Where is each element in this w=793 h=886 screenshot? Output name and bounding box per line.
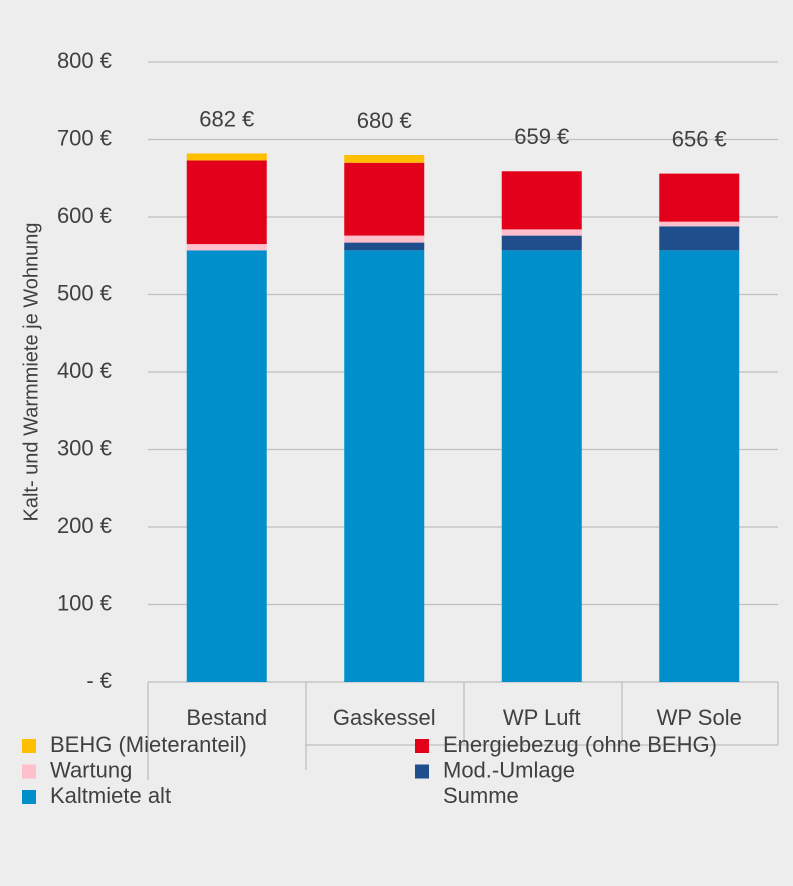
y-tick-label: 800 € bbox=[57, 48, 112, 73]
legend-swatch bbox=[22, 739, 36, 753]
bar-segment bbox=[501, 171, 582, 230]
y-tick-label: 300 € bbox=[57, 435, 112, 460]
total-label: 656 € bbox=[672, 126, 727, 151]
y-axis-label: Kalt- und Warmmiete je Wohnung bbox=[20, 222, 42, 521]
x-tick-label: WP Sole bbox=[657, 705, 742, 730]
x-tick-label: WP Luft bbox=[503, 705, 581, 730]
bar-segment bbox=[501, 235, 582, 251]
x-tick-label: Bestand bbox=[186, 705, 267, 730]
legend-label: Kaltmiete alt bbox=[50, 783, 171, 808]
bar-segment bbox=[501, 229, 582, 236]
legend-swatch bbox=[415, 764, 429, 779]
bar-segment bbox=[659, 250, 740, 682]
legend-label: Wartung bbox=[50, 757, 132, 782]
total-label: 682 € bbox=[199, 106, 254, 131]
y-tick-label: 400 € bbox=[57, 358, 112, 383]
legend-label: Energiebezug (ohne BEHG) bbox=[443, 732, 717, 757]
y-tick-label: 600 € bbox=[57, 203, 112, 228]
total-label: 680 € bbox=[357, 108, 412, 133]
total-label: 659 € bbox=[514, 124, 569, 149]
bar-segment bbox=[344, 250, 425, 682]
bar-segment bbox=[501, 250, 582, 682]
bar-segment bbox=[344, 235, 425, 243]
y-tick-label: 500 € bbox=[57, 280, 112, 305]
y-tick-label: 100 € bbox=[57, 590, 112, 615]
legend-swatch bbox=[22, 764, 36, 779]
y-tick-label: 700 € bbox=[57, 125, 112, 150]
bar-segment bbox=[186, 153, 267, 161]
bar-segment bbox=[186, 160, 267, 245]
bar-segment bbox=[659, 226, 740, 251]
bar-segment bbox=[186, 250, 267, 682]
bar-segment bbox=[186, 244, 267, 251]
y-tick-label: 200 € bbox=[57, 513, 112, 538]
bar-segment bbox=[344, 155, 425, 163]
legend-swatch bbox=[22, 790, 36, 804]
bar-segment bbox=[344, 162, 425, 236]
category-axis bbox=[147, 682, 779, 780]
legend-swatch bbox=[415, 739, 429, 753]
bar-segment bbox=[659, 221, 740, 227]
legend-label: BEHG (Mieteranteil) bbox=[50, 732, 247, 757]
bar-segment bbox=[659, 173, 740, 222]
legend-label: Summe bbox=[443, 783, 519, 808]
legend-label: Mod.-Umlage bbox=[443, 757, 575, 782]
x-tick-label: Gaskessel bbox=[333, 705, 436, 730]
bar-segment bbox=[344, 242, 425, 251]
y-tick-label: - € bbox=[86, 668, 112, 693]
